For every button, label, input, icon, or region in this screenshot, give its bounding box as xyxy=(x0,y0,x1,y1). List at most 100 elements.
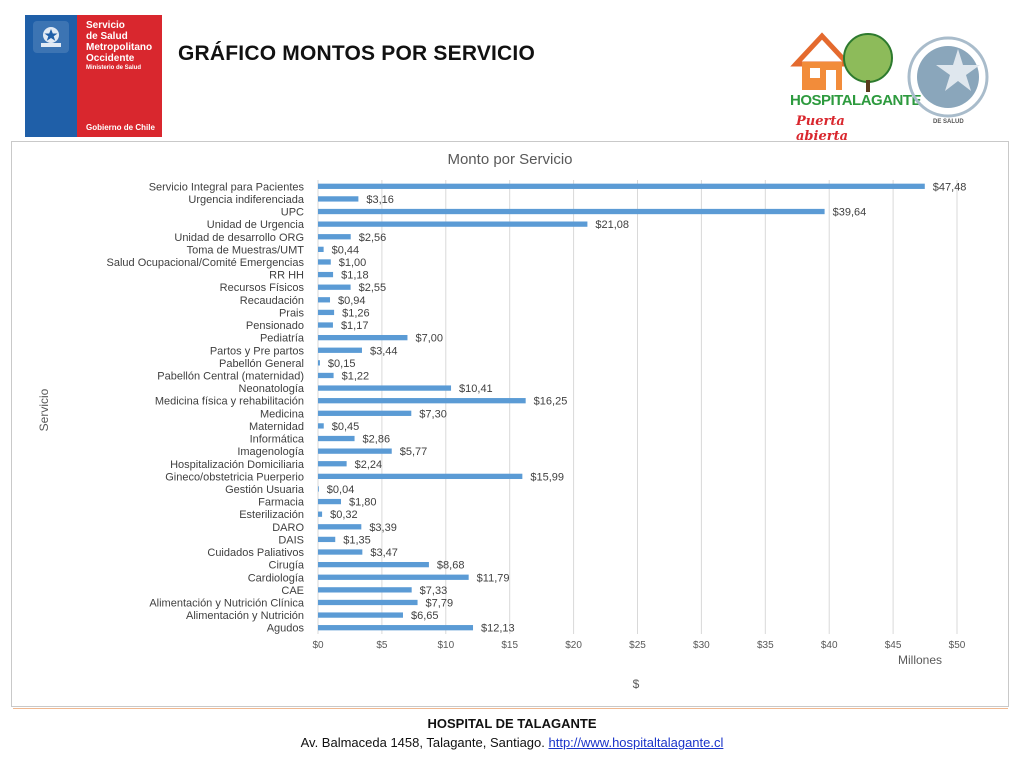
data-label: $1,35 xyxy=(343,534,371,546)
data-label: $7,79 xyxy=(426,597,454,609)
data-label: $2,24 xyxy=(355,459,383,471)
category-label: Pabellón General xyxy=(219,358,304,370)
chart-bars xyxy=(318,183,925,631)
data-label: $1,00 xyxy=(339,257,367,269)
data-label: $12,13 xyxy=(481,623,515,635)
category-label: Gestión Usuaria xyxy=(225,484,305,496)
x-tick-label: $25 xyxy=(629,640,646,651)
x-tick-label: $5 xyxy=(376,640,388,651)
data-label: $2,56 xyxy=(359,232,387,244)
bar xyxy=(318,208,825,215)
category-label: Cardiología xyxy=(248,572,305,584)
bar xyxy=(318,410,412,416)
chart-category-labels: Servicio Integral para PacientesUrgencia… xyxy=(107,181,305,634)
bar xyxy=(318,561,429,568)
category-label: Salud Ocupacional/Comité Emergencias xyxy=(107,257,305,269)
footer-address: Av. Balmaceda 1458, Talagante, Santiago. xyxy=(300,735,549,750)
category-label: Medicina física y rehabilitación xyxy=(155,396,304,408)
category-label: DARO xyxy=(272,522,304,534)
category-label: Hospitalización Domiciliaria xyxy=(170,459,305,471)
x-tick-label: $0 xyxy=(312,640,324,651)
data-label: $16,25 xyxy=(534,396,568,408)
category-label: Medicina xyxy=(260,408,305,420)
bar xyxy=(318,574,469,580)
data-label: $47,48 xyxy=(933,181,967,193)
category-label: Imagenología xyxy=(237,446,305,458)
data-label: $15,99 xyxy=(530,471,564,483)
category-label: Urgencia indiferenciada xyxy=(188,194,304,206)
page-title: GRÁFICO MONTOS POR SERVICIO xyxy=(178,42,535,65)
data-label: $7,30 xyxy=(419,408,447,420)
category-label: Recursos Físicos xyxy=(220,282,305,294)
bar xyxy=(318,435,355,442)
x-tick-label: $45 xyxy=(885,640,902,651)
data-label: $3,47 xyxy=(370,547,398,559)
bar xyxy=(318,347,362,353)
category-label: Cuidados Paliativos xyxy=(207,547,304,559)
logo-hospital-talagante: HOSPITALAGANTE Puerta abierta xyxy=(788,30,922,144)
data-label: $1,18 xyxy=(341,270,369,282)
logo-government: Gobierno de Chile xyxy=(86,123,155,132)
category-label: Prais xyxy=(279,307,305,319)
data-label: $39,64 xyxy=(833,207,867,219)
data-label: $7,33 xyxy=(420,585,448,597)
x-axis-unit: Millones xyxy=(898,653,942,667)
x-tick-label: $20 xyxy=(565,640,582,651)
bar xyxy=(318,309,335,316)
bar xyxy=(318,271,334,278)
hospital-brand: HOSPITALAGANTE xyxy=(790,92,922,109)
bar xyxy=(318,498,342,505)
data-label: $11,79 xyxy=(477,572,510,584)
bar xyxy=(318,587,412,593)
bar xyxy=(318,612,403,618)
category-label: UPC xyxy=(281,207,304,219)
x-tick-label: $40 xyxy=(821,640,838,651)
data-label: $6,65 xyxy=(411,610,439,622)
bar xyxy=(318,322,333,328)
category-label: Pediatría xyxy=(260,333,305,345)
data-label: $0,15 xyxy=(328,358,356,370)
category-label: DAIS xyxy=(278,534,304,546)
category-label: Cirugía xyxy=(269,560,305,572)
bar-chart: Monto por Servicio Servicio Integral par… xyxy=(37,151,967,691)
x-tick-label: $50 xyxy=(949,640,966,651)
category-label: Recaudación xyxy=(240,295,304,307)
logo-ministry: Ministerio de Salud xyxy=(86,65,142,71)
data-label: $5,77 xyxy=(400,446,428,458)
bar xyxy=(318,284,351,290)
bar xyxy=(318,423,324,429)
bar xyxy=(318,524,362,530)
bar xyxy=(318,599,418,606)
category-label: RR HH xyxy=(269,270,304,282)
bar xyxy=(318,372,334,379)
footer-website-link[interactable]: http://www.hospitaltalagante.cl xyxy=(548,735,724,750)
bar xyxy=(318,246,324,253)
x-axis-label: $ xyxy=(633,677,640,691)
category-label: Farmacia xyxy=(258,497,305,509)
hospital-tagline: Puerta abierta xyxy=(796,114,848,144)
category-label: Partos y Pre partos xyxy=(210,345,305,357)
chart-container: Monto por Servicio Servicio Integral par… xyxy=(11,141,1009,707)
category-label: CAE xyxy=(281,585,304,597)
category-label: Esterilización xyxy=(239,509,304,521)
bar xyxy=(318,259,331,265)
bar xyxy=(318,196,359,202)
accreditation-star-icon xyxy=(907,36,989,118)
category-label: Unidad de Urgencia xyxy=(207,219,305,231)
data-label: $1,17 xyxy=(341,320,369,332)
coat-of-arms-icon xyxy=(33,21,69,53)
data-label: $1,26 xyxy=(342,307,370,319)
chart-grid xyxy=(317,180,958,634)
bar xyxy=(318,334,408,341)
chart-data-labels: $47,48$3,16$39,64$21,08$2,56$0,44$1,00$1… xyxy=(327,181,967,634)
category-label: Agudos xyxy=(267,623,305,635)
category-label: Informática xyxy=(250,434,305,446)
logo-org-name: Servicio de Salud Metropolitano Occident… xyxy=(86,20,153,64)
category-label: Neonatología xyxy=(239,383,305,395)
category-label: Alimentación y Nutrición Clínica xyxy=(149,597,305,609)
logo-red-panel: Servicio de Salud Metropolitano Occident… xyxy=(77,15,162,137)
bar xyxy=(318,461,347,467)
data-label: $2,86 xyxy=(363,434,391,446)
category-label: Pensionado xyxy=(246,320,304,332)
data-label: $7,00 xyxy=(415,333,443,345)
